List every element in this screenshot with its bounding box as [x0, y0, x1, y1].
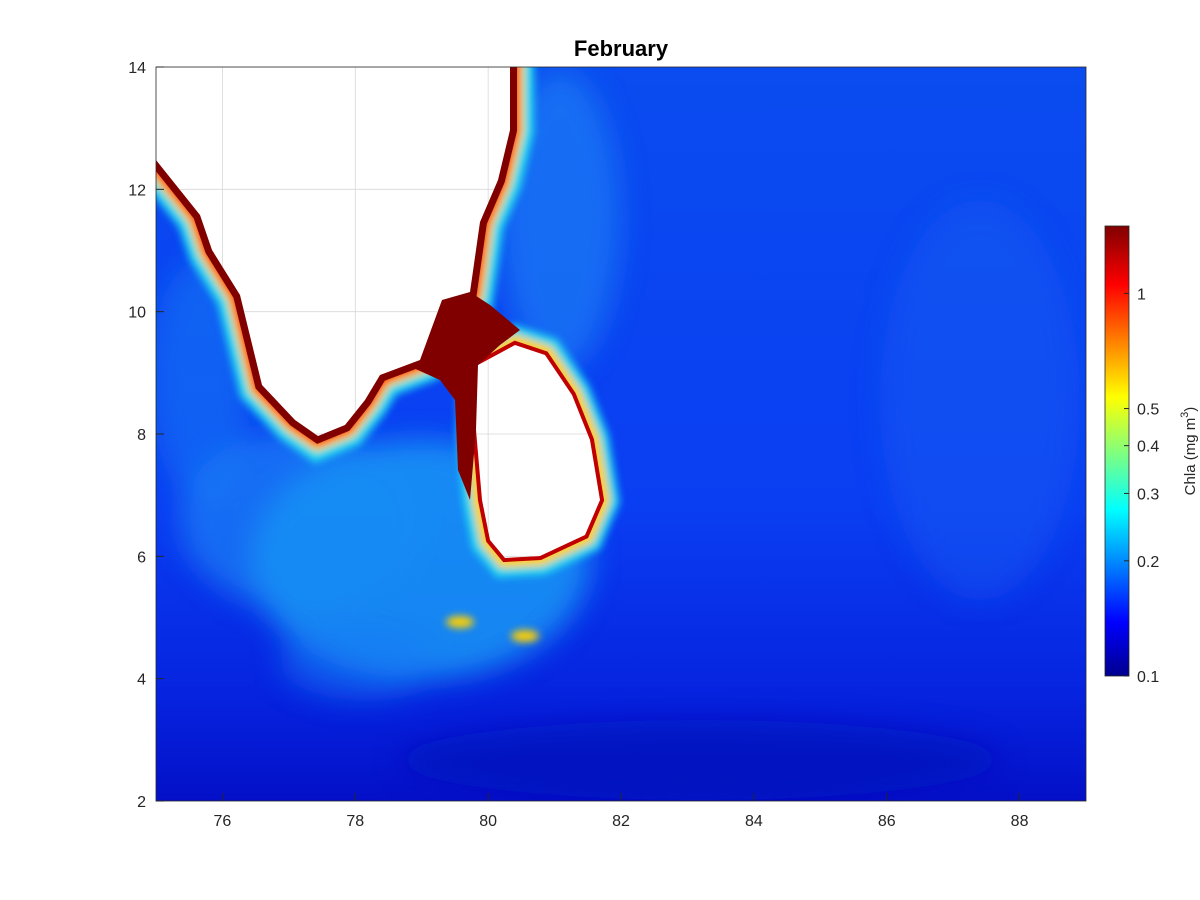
x-tick-label: 80 [479, 813, 497, 830]
x-tick-label: 78 [346, 813, 364, 830]
colorbar-ticks: 0.1 0.2 0.3 0.4 0.5 1 [1124, 286, 1159, 686]
x-tick-label: 82 [612, 813, 630, 830]
colorbar-tick-label: 0.3 [1137, 486, 1159, 503]
x-tick-label: 84 [745, 813, 763, 830]
ocean-plumes [156, 70, 1080, 800]
chla-field [156, 67, 1086, 801]
y-tick-label: 2 [137, 794, 146, 811]
palk-strait-high [400, 292, 520, 500]
colorbar-tick-label: 0.5 [1137, 402, 1159, 419]
y-tick-label: 12 [128, 182, 146, 199]
y-tick-label: 10 [128, 305, 146, 322]
colorbar [1104, 225, 1130, 677]
y-tick-label: 6 [137, 549, 146, 566]
x-tick-label: 86 [878, 813, 896, 830]
colorbar-label: Chla (mg m3) [1179, 407, 1199, 496]
colorbar-tick-label: 0.4 [1137, 439, 1159, 456]
x-axis: 76 78 80 82 84 86 88 [214, 793, 1029, 830]
colorbar-tick-label: 0.1 [1137, 669, 1159, 686]
x-tick-label: 88 [1011, 813, 1029, 830]
y-tick-label: 8 [137, 427, 146, 444]
y-axis: 2 4 6 8 10 12 14 [128, 60, 164, 811]
colorbar-tick-label: 0.2 [1137, 554, 1159, 571]
y-tick-label: 14 [128, 60, 146, 77]
y-tick-label: 4 [137, 672, 146, 689]
colorbar-tick-label: 1 [1137, 286, 1146, 303]
chart-title: February [574, 36, 669, 61]
x-tick-label: 76 [214, 813, 232, 830]
